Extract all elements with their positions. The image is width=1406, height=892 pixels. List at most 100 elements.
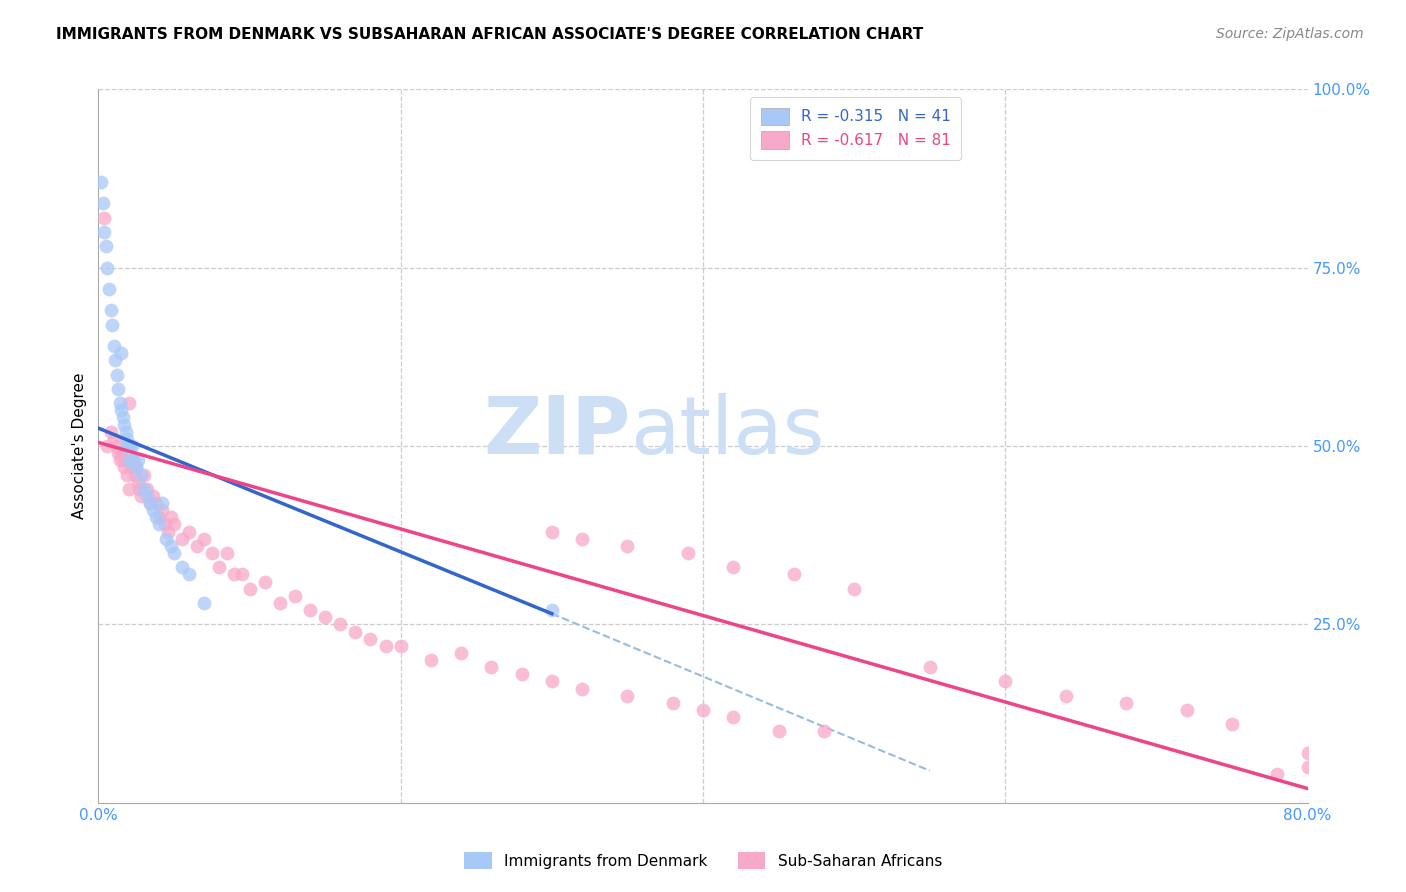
Point [360, 632, 382, 646]
Point [148, 517, 170, 532]
Point [208, 560, 231, 574]
Point [163, 517, 186, 532]
Point [450, 646, 472, 660]
Point [135, 482, 157, 496]
Point [110, 346, 132, 360]
Point [150, 496, 173, 510]
Point [145, 496, 167, 510]
Point [142, 503, 165, 517]
Point [114, 453, 136, 467]
Point [96, 260, 118, 275]
Point [163, 546, 186, 560]
Point [186, 539, 208, 553]
Point [571, 681, 593, 696]
Point [1115, 696, 1137, 710]
Point [193, 596, 215, 610]
Point [93, 211, 115, 225]
Point [139, 496, 162, 510]
Point [723, 560, 745, 574]
Point [125, 460, 148, 475]
Point [153, 517, 176, 532]
Point [122, 453, 145, 467]
Point [114, 439, 136, 453]
Point [215, 546, 238, 560]
Text: IMMIGRANTS FROM DENMARK VS SUBSAHARAN AFRICAN ASSOCIATE'S DEGREE CORRELATION CHA: IMMIGRANTS FROM DENMARK VS SUBSAHARAN AF… [56, 27, 924, 42]
Point [105, 439, 128, 453]
Point [389, 639, 412, 653]
Point [110, 446, 132, 460]
Point [93, 225, 115, 239]
Point [1296, 760, 1319, 774]
Legend: R = -0.315   N = 41, R = -0.617   N = 81: R = -0.315 N = 41, R = -0.617 N = 81 [751, 97, 962, 160]
Point [1175, 703, 1198, 717]
Point [481, 660, 503, 674]
Point [540, 524, 562, 539]
Point [111, 410, 134, 425]
Point [844, 582, 866, 596]
Point [112, 417, 135, 432]
Point [540, 674, 562, 689]
Point [692, 703, 714, 717]
Point [156, 524, 179, 539]
Point [118, 482, 141, 496]
Point [193, 532, 215, 546]
Point [224, 567, 246, 582]
Point [110, 403, 132, 417]
Point [676, 546, 699, 560]
Point [107, 382, 129, 396]
Legend: Immigrants from Denmark, Sub-Saharan Africans: Immigrants from Denmark, Sub-Saharan Afr… [458, 846, 948, 875]
Point [127, 453, 149, 467]
Point [142, 489, 165, 503]
Point [118, 453, 141, 467]
Point [179, 524, 201, 539]
Point [1267, 767, 1289, 781]
Point [100, 303, 122, 318]
Point [420, 653, 443, 667]
Point [107, 446, 129, 460]
Point [114, 425, 136, 439]
Point [170, 560, 193, 574]
Point [129, 467, 152, 482]
Point [768, 724, 790, 739]
Point [115, 432, 138, 446]
Point [122, 453, 145, 467]
Text: Source: ZipAtlas.com: Source: ZipAtlas.com [1216, 27, 1364, 41]
Point [90, 175, 112, 189]
Point [103, 432, 125, 446]
Point [813, 724, 835, 739]
Point [129, 489, 152, 503]
Point [150, 503, 173, 517]
Point [170, 532, 193, 546]
Point [155, 532, 177, 546]
Point [314, 610, 336, 624]
Point [96, 439, 118, 453]
Point [540, 603, 562, 617]
Point [269, 596, 291, 610]
Point [616, 539, 638, 553]
Point [124, 467, 146, 482]
Point [1054, 689, 1077, 703]
Point [115, 467, 138, 482]
Point [1220, 717, 1243, 731]
Point [329, 617, 352, 632]
Point [100, 425, 122, 439]
Point [105, 368, 128, 382]
Point [132, 482, 155, 496]
Point [121, 460, 143, 475]
Point [374, 639, 396, 653]
Point [121, 439, 143, 453]
Point [125, 460, 148, 475]
Point [179, 567, 201, 582]
Point [918, 660, 941, 674]
Point [783, 567, 806, 582]
Point [94, 239, 117, 253]
Point [239, 582, 262, 596]
Point [662, 696, 685, 710]
Point [571, 532, 593, 546]
Text: atlas: atlas [630, 392, 825, 471]
Point [108, 396, 131, 410]
Point [253, 574, 276, 589]
Point [994, 674, 1017, 689]
Point [344, 624, 367, 639]
Point [616, 689, 638, 703]
